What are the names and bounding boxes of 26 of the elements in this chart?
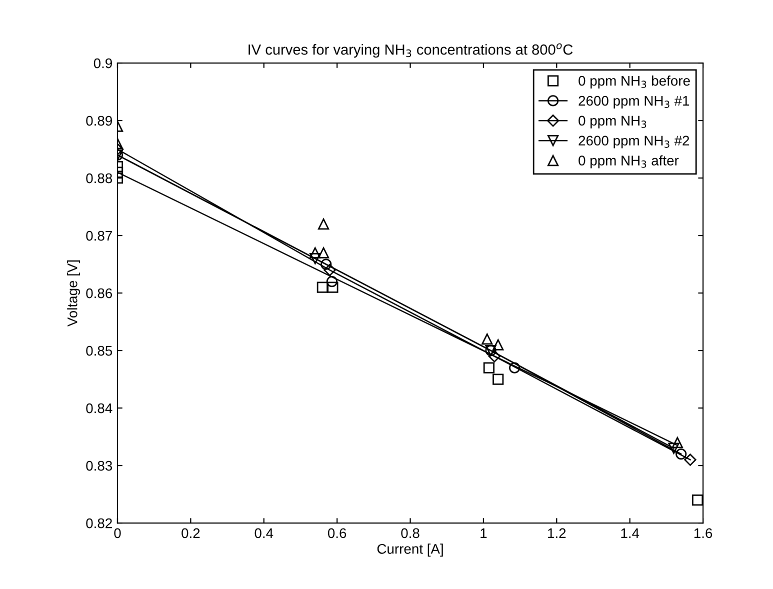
x-axis-title: Current [A] — [377, 544, 443, 557]
y-tick-label: 0.86 — [86, 288, 112, 298]
x-tick-label: 0.2 — [182, 528, 200, 538]
legend-label: 0 ppm NH$_{3}$ before — [578, 76, 690, 88]
x-tick-label: 1.2 — [548, 528, 566, 538]
x-tick-label: 0.6 — [328, 528, 346, 538]
x-tick-label: 0 — [114, 528, 121, 538]
y-tick-label: 0.84 — [86, 403, 112, 414]
x-tick-label: 1.6 — [694, 528, 712, 538]
y-tick-label: 0.87 — [86, 230, 112, 241]
y-tick-label: 0.89 — [86, 116, 112, 126]
x-tick-label: 1 — [480, 528, 487, 538]
legend-label: 2600 ppm NH$_{3}$ #2 — [578, 136, 690, 148]
x-tick-label: 0.4 — [254, 528, 274, 538]
x-tick-label: 0.8 — [401, 528, 420, 538]
y-tick-label: 0.82 — [86, 518, 112, 528]
y-tick-label: 0.9 — [94, 58, 112, 68]
y-axis-title: Voltage [V] — [67, 260, 80, 327]
legend-label: 2600 ppm NH$_{3}$ #1 — [578, 96, 690, 108]
x-tick-label: 1.4 — [621, 528, 640, 538]
legend-label: 0 ppm NH$_{3}$ — [578, 116, 646, 128]
y-tick-label: 0.88 — [86, 173, 112, 184]
y-tick-label: 0.85 — [86, 346, 112, 356]
y-tick-label: 0.83 — [86, 460, 112, 471]
chart-title: IV curves for varying NH$_{3}$ concentrations at 800$^{o}$C — [248, 43, 573, 58]
legend-label: 0 ppm NH$_{3}$ after — [578, 155, 679, 168]
